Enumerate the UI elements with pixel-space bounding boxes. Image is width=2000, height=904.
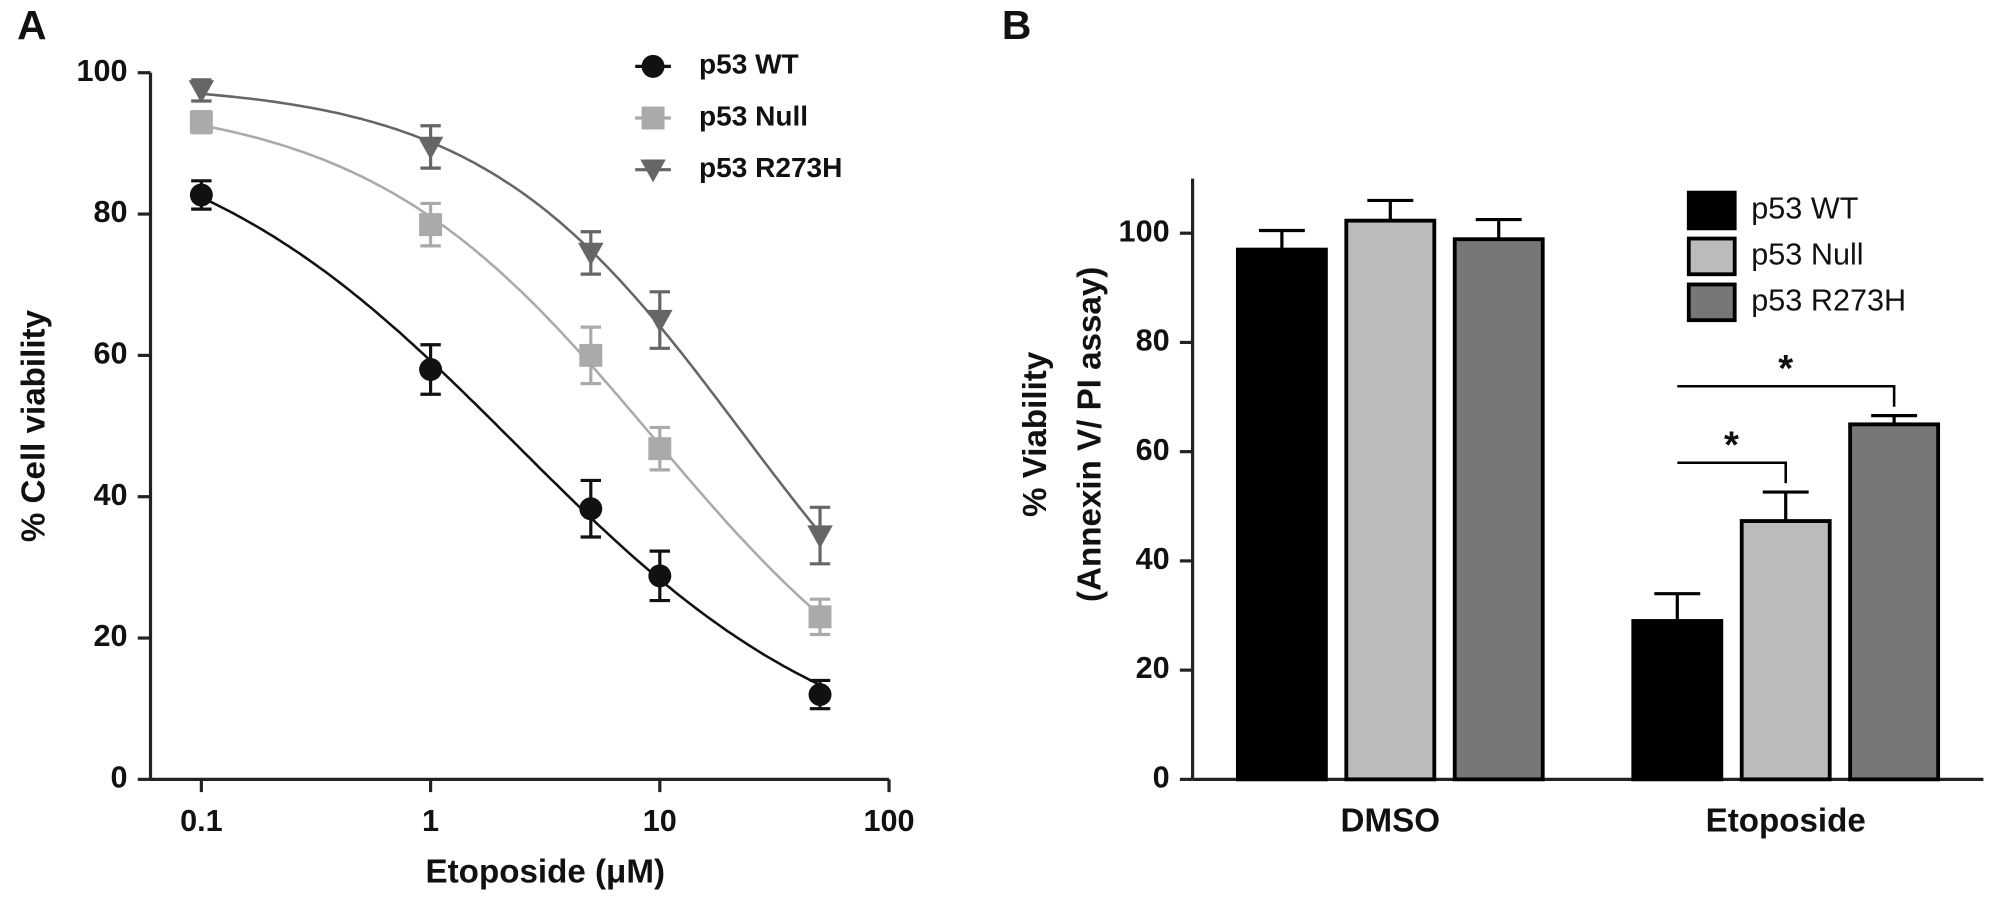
fit-curve	[200, 196, 821, 687]
y-tick-label: 20	[93, 619, 127, 653]
legend-label: p53 WT	[1751, 192, 1858, 226]
y-tick-label: 60	[1136, 433, 1170, 467]
data-point	[189, 183, 213, 207]
data-point	[188, 80, 215, 104]
legend-label: p53 Null	[699, 100, 808, 131]
x-tick-label: Etoposide	[1706, 802, 1866, 839]
data-point	[647, 309, 673, 333]
y-tick-label: 60	[93, 336, 127, 370]
bar	[1631, 619, 1724, 782]
panel-label: A	[17, 2, 46, 48]
error-bar	[1654, 592, 1701, 621]
data-point	[807, 525, 833, 549]
legend-marker	[641, 106, 665, 130]
y-tick-label: 100	[76, 54, 127, 88]
y-tick-label: 80	[93, 195, 127, 229]
legend-marker	[640, 159, 666, 183]
significance-bracket	[1677, 461, 1787, 484]
error-bar	[1762, 490, 1809, 522]
legend-marker	[641, 54, 665, 78]
y-axis-title: % Viability	[1017, 351, 1054, 517]
y-tick-label: 0	[1153, 760, 1170, 794]
data-point	[578, 242, 604, 266]
data-point	[419, 213, 443, 237]
bar	[1452, 237, 1545, 782]
bar	[1739, 519, 1832, 782]
x-axis-title: Etoposide (μM)	[426, 854, 665, 891]
x-tick-label: 100	[863, 804, 914, 838]
bar	[1848, 422, 1941, 782]
x-tick-label: 0.1	[180, 804, 223, 838]
legend-label: p53 Null	[1751, 237, 1863, 271]
data-point	[419, 358, 443, 381]
x-tick-label: 1	[422, 804, 439, 838]
error-bar	[1367, 198, 1414, 221]
legend-label: p53 R273H	[1751, 283, 1906, 317]
data-point	[579, 497, 603, 521]
y-tick-label: 80	[1136, 324, 1170, 358]
x-tick-label: 10	[643, 804, 677, 838]
data-point	[417, 136, 444, 160]
legend-swatch	[1686, 236, 1737, 277]
data-point	[579, 343, 603, 367]
data-point	[648, 564, 672, 588]
panel-label: B	[1002, 2, 1031, 48]
y-tick-label: 20	[1136, 651, 1170, 685]
x-tick-label: DMSO	[1341, 802, 1440, 839]
y-tick-label: 100	[1119, 214, 1170, 248]
y-axis-title: % Cell viability	[15, 309, 52, 542]
y-tick-label: 40	[93, 478, 127, 512]
data-point	[808, 683, 832, 707]
legend-swatch	[1686, 282, 1737, 323]
y-tick-label: 40	[1136, 542, 1170, 576]
bar	[1344, 218, 1437, 782]
data-point	[648, 437, 672, 461]
legend-label: p53 R273H	[699, 152, 842, 183]
error-bar	[1475, 217, 1522, 240]
fit-curve	[201, 124, 821, 617]
y-tick-label: 0	[111, 760, 128, 794]
significance-label: *	[1778, 347, 1793, 390]
error-bar	[1258, 228, 1305, 250]
data-point	[189, 110, 213, 134]
bar	[1235, 247, 1328, 782]
fit-curve	[201, 92, 822, 534]
data-point	[808, 605, 832, 629]
legend-swatch	[1686, 190, 1737, 231]
significance-label: *	[1724, 424, 1739, 467]
legend-label: p53 WT	[699, 49, 799, 80]
significance-bracket	[1677, 385, 1896, 407]
y-axis-title: (Annexin V/ PI assay)	[1072, 267, 1109, 602]
